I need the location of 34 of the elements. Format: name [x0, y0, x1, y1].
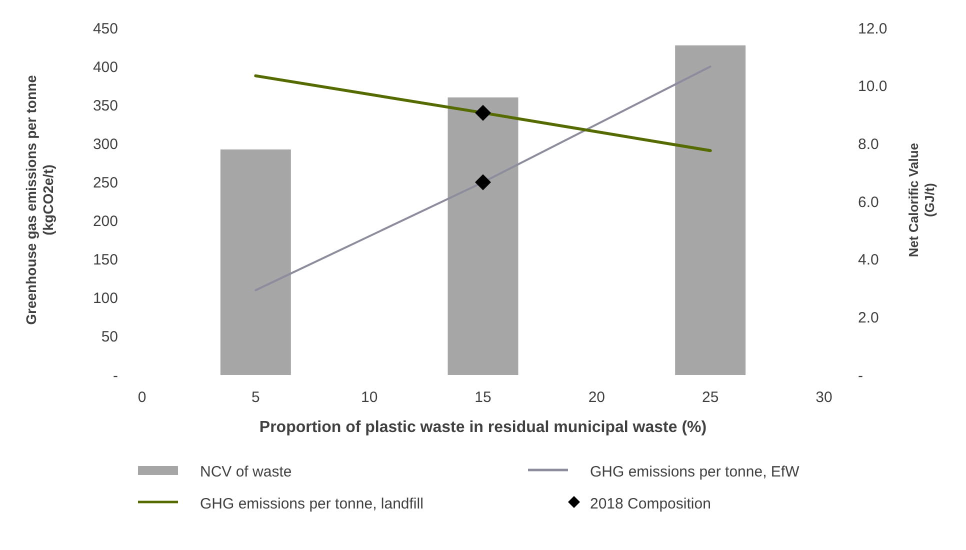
y2-tick-label: - — [858, 367, 863, 384]
x-tick-label: 25 — [702, 389, 719, 406]
x-tick-label: 20 — [588, 389, 606, 406]
bar — [448, 97, 518, 375]
y2-tick-label: 10.0 — [858, 78, 888, 96]
y2-tick-label: 6.0 — [858, 194, 879, 211]
legend-label: NCV of waste — [200, 464, 292, 480]
y2-tick-label: 8.0 — [858, 136, 879, 153]
y-tick-label: 100 — [92, 290, 118, 308]
legend-label: GHG emissions per tonne, EfW — [590, 464, 800, 480]
y-tick-label: 300 — [92, 136, 118, 153]
x-tick-label: 0 — [138, 389, 146, 406]
y-tick-label: - — [113, 367, 118, 384]
y-axis-title: Greenhouse gas emissions per tonne (kgCO2e/t) — [23, 74, 56, 325]
y-tick-label: 150 — [92, 252, 118, 269]
y2-tick-label: 2.0 — [858, 309, 879, 326]
legend-label: GHG emissions per tonne, landfill — [200, 496, 424, 512]
legend-label: 2018 Composition — [590, 496, 711, 512]
y2-tick-label: 12.0 — [858, 20, 888, 38]
x-tick-label: 15 — [474, 389, 492, 406]
y2-axis-title: Net Calorific Value (GJ/t) — [906, 142, 937, 258]
bar — [675, 45, 746, 375]
y-tick-label: 200 — [92, 213, 118, 230]
x-tick-label: 5 — [251, 389, 260, 406]
x-tick-label: 10 — [360, 389, 378, 406]
x-axis-title: Proportion of plastic waste in residual municipal waste (%) — [259, 419, 707, 436]
y-tick-label: 50 — [101, 328, 118, 346]
y2-tick-label: 4.0 — [858, 252, 879, 269]
bar — [220, 149, 291, 375]
x-tick-label: 30 — [816, 389, 832, 406]
y-tick-label: 250 — [92, 174, 118, 192]
y-tick-label: 350 — [92, 97, 118, 114]
y-tick-label: 450 — [92, 20, 118, 38]
y-tick-label: 400 — [92, 58, 118, 76]
